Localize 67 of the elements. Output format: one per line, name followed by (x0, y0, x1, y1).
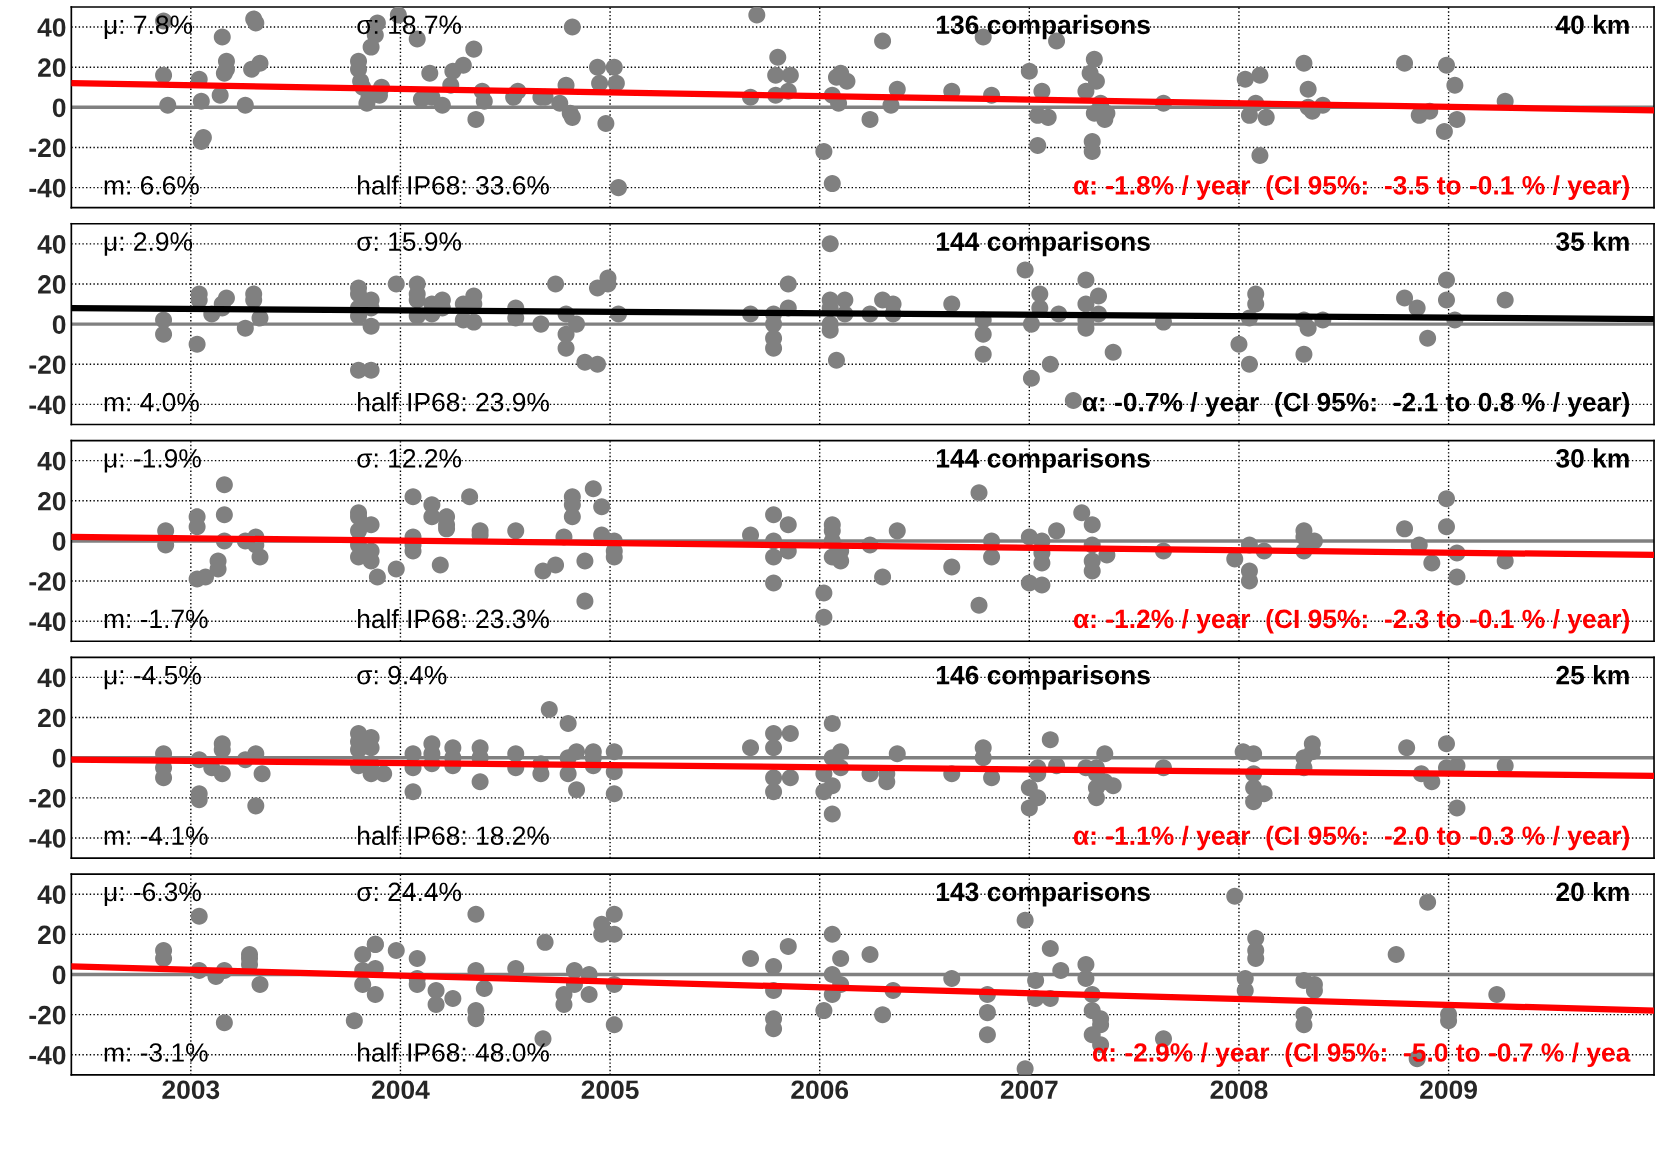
annotation: μ: -1.9% (104, 449, 201, 473)
annotation: half IP68: 23.9% (358, 392, 549, 412)
annotation: α: -2.9% / year (CI 95%: -5.0 to -0.7 % / yea (1093, 1042, 1631, 1068)
y-tick-label: 20 (38, 708, 66, 728)
annotation: σ: 15.9% (357, 232, 462, 251)
y-tick-label: 20 (38, 491, 66, 511)
x-tick-label: 2006 (791, 1080, 849, 1100)
y-tick-label: -20 (29, 1005, 66, 1025)
annotation: 20 km (1556, 881, 1629, 902)
annotation: 144 comparisons (936, 231, 1150, 257)
y-tick-label: 40 (37, 885, 66, 905)
y-tick-label: -40 (29, 1045, 66, 1065)
annotation: σ: 9.4% (357, 665, 447, 685)
annotation: σ: 12.2% (357, 449, 462, 468)
annotation: μ: 7.8% (104, 15, 193, 39)
annotation: α: -1.8% / year (CI 95%: -3.5 to -0.1 % / year) (1073, 175, 1630, 200)
y-tick-label: 40 (37, 451, 66, 471)
y-tick-label: -20 (29, 138, 66, 158)
annotation: m: 6.6% (104, 176, 199, 195)
annotation: α: -1.2% / year (CI 95%: -2.3 to -0.1 % / year) (1073, 608, 1630, 634)
annotation: σ: 24.4% (357, 882, 462, 902)
annotation: half IP68: 33.6% (358, 175, 549, 195)
y-tick-label: 0 (52, 532, 66, 551)
annotation: m: 4.0% (104, 392, 199, 412)
y-tick-label: 0 (52, 98, 66, 118)
annotation: 35 km (1556, 231, 1629, 251)
annotation: 25 km (1556, 665, 1629, 685)
x-tick-label: 2007 (1000, 1080, 1058, 1100)
annotation: μ: -6.3% (104, 882, 201, 907)
x-tick-label: 2009 (1420, 1080, 1477, 1100)
annotation: m: -1.7% (104, 609, 208, 629)
y-tick-label: 20 (38, 925, 66, 945)
y-tick-label: 0 (52, 748, 66, 768)
annotation: σ: 18.7% (357, 15, 462, 35)
x-tick-label: 2003 (162, 1080, 220, 1100)
annotation: 40 km (1555, 14, 1629, 35)
annotation: α: -1.1% / year (CI 95%: -2.0 to -0.3 % / year) (1073, 825, 1630, 851)
y-tick-label: 40 (37, 18, 66, 37)
x-tick-label: 2008 (1210, 1080, 1268, 1100)
x-tick-label: 2005 (581, 1080, 639, 1100)
annotation: half IP68: 18.2% (358, 825, 549, 846)
annotation: 30 km (1556, 448, 1629, 468)
annotation: 146 comparisons (936, 665, 1150, 690)
annotation: half IP68: 48.0% (358, 1042, 549, 1062)
y-tick-label: -20 (29, 572, 66, 591)
annotation: m: -4.1% (104, 826, 208, 845)
annotation: μ: -4.5% (104, 665, 201, 690)
annotation: half IP68: 23.3% (358, 608, 549, 629)
y-tick-label: 40 (37, 668, 66, 688)
annotation: 143 comparisons (936, 881, 1150, 907)
y-tick-label: 40 (37, 234, 66, 254)
annotation: 136 comparisons (936, 14, 1150, 40)
annotation: α: -0.7% / year (CI 95%: -2.1 to 0.8 % / year) (1082, 392, 1629, 417)
y-tick-label: -40 (29, 395, 66, 415)
y-tick-label: -40 (29, 612, 66, 632)
y-tick-label: -40 (29, 178, 66, 198)
x-tick-label: 2004 (372, 1080, 430, 1100)
y-tick-label: 20 (38, 275, 66, 294)
annotation: 144 comparisons (936, 448, 1150, 473)
y-tick-label: 0 (52, 315, 66, 334)
y-tick-label: -40 (29, 829, 66, 848)
y-tick-label: 20 (38, 58, 66, 78)
y-tick-label: 0 (52, 965, 66, 985)
annotation: μ: 2.9% (104, 232, 193, 256)
y-tick-label: -20 (29, 788, 66, 808)
annotation: m: -3.1% (104, 1043, 208, 1062)
y-tick-label: -20 (29, 355, 66, 375)
